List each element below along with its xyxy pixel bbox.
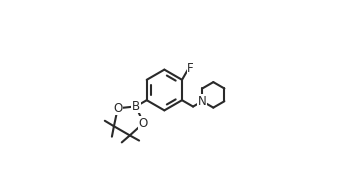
Text: F: F	[187, 62, 194, 75]
Text: N: N	[198, 95, 206, 108]
Text: B: B	[132, 100, 140, 113]
Text: O: O	[113, 102, 122, 115]
Text: B: B	[132, 100, 140, 113]
Text: O: O	[139, 117, 148, 130]
